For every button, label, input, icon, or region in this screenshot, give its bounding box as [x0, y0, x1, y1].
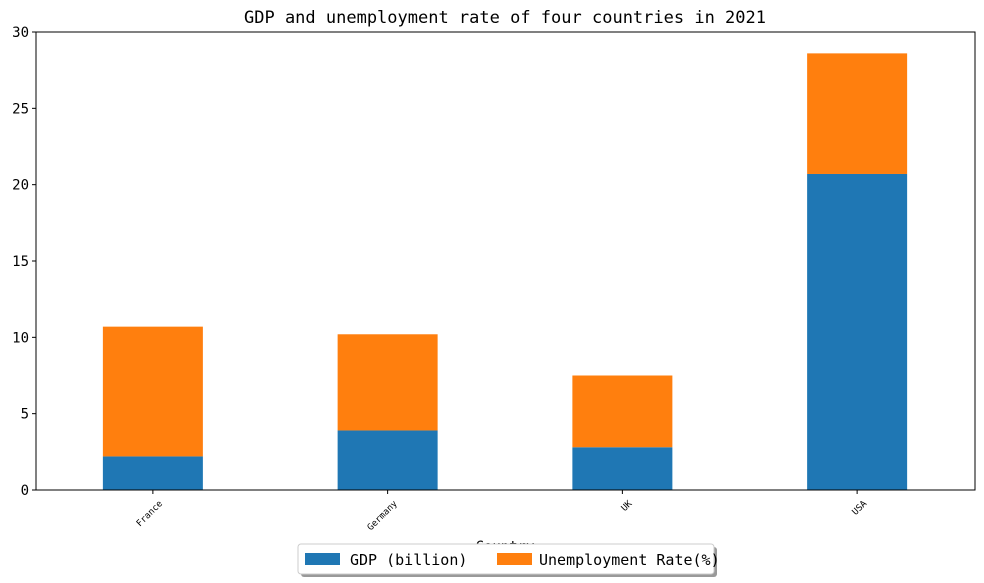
y-tick-label: 0: [21, 483, 29, 499]
bar-germany-gdp: [337, 430, 438, 490]
y-tick-label: 30: [12, 25, 29, 41]
x-tick-label: UK: [620, 499, 635, 514]
bar-usa-unemployment: [807, 53, 908, 174]
bar-uk-gdp: [572, 447, 673, 490]
y-axis: 0 5 10 15 20 25 30: [12, 25, 36, 499]
x-tick-label: Germany: [366, 499, 400, 533]
y-tick-label: 5: [21, 407, 29, 423]
chart-title: GDP and unemployment rate of four countr…: [244, 8, 766, 28]
x-tick-label: USA: [851, 499, 870, 518]
x-tick-label: France: [135, 499, 165, 529]
y-tick-label: 10: [12, 330, 29, 346]
legend-label-unemployment: Unemployment Rate(%): [539, 551, 720, 569]
legend-swatch-gdp: [305, 553, 340, 565]
y-tick-label: 25: [12, 101, 29, 117]
bar-uk-unemployment: [572, 375, 673, 448]
legend: GDP (billion) Unemployment Rate(%): [297, 543, 720, 577]
bar-france-unemployment: [102, 326, 203, 457]
plot-frame: [35, 31, 976, 491]
bar-germany-unemployment: [337, 334, 438, 431]
bar-usa-gdp: [807, 173, 908, 491]
legend-swatch-unemployment: [497, 553, 532, 565]
y-tick-label: 20: [12, 178, 29, 194]
legend-label-gdp: GDP (billion): [350, 551, 467, 569]
x-axis: France Germany UK USA: [135, 490, 870, 533]
bar-france-gdp: [102, 456, 203, 490]
y-tick-label: 15: [12, 254, 29, 270]
bars-group: [102, 53, 908, 491]
